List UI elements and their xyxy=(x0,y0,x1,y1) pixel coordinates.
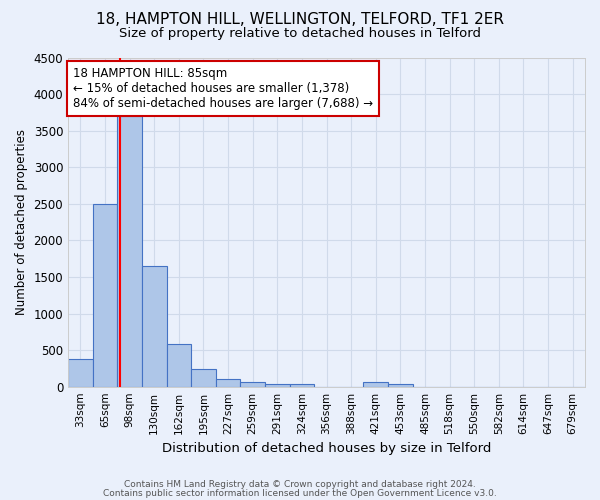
Bar xyxy=(388,384,413,386)
Bar xyxy=(167,344,191,387)
Bar xyxy=(265,384,290,386)
Bar xyxy=(364,382,388,386)
Bar xyxy=(241,382,265,386)
Bar xyxy=(191,369,216,386)
Text: Contains HM Land Registry data © Crown copyright and database right 2024.: Contains HM Land Registry data © Crown c… xyxy=(124,480,476,489)
Bar xyxy=(216,378,241,386)
Bar xyxy=(117,116,142,386)
Text: Size of property relative to detached houses in Telford: Size of property relative to detached ho… xyxy=(119,28,481,40)
Bar xyxy=(92,204,117,386)
Text: 18 HAMPTON HILL: 85sqm
← 15% of detached houses are smaller (1,378)
84% of semi-: 18 HAMPTON HILL: 85sqm ← 15% of detached… xyxy=(73,68,373,110)
Text: 18, HAMPTON HILL, WELLINGTON, TELFORD, TF1 2ER: 18, HAMPTON HILL, WELLINGTON, TELFORD, T… xyxy=(96,12,504,28)
Bar xyxy=(142,266,167,386)
Bar xyxy=(68,359,92,386)
Text: Contains public sector information licensed under the Open Government Licence v3: Contains public sector information licen… xyxy=(103,488,497,498)
Bar xyxy=(290,384,314,386)
X-axis label: Distribution of detached houses by size in Telford: Distribution of detached houses by size … xyxy=(162,442,491,455)
Y-axis label: Number of detached properties: Number of detached properties xyxy=(15,129,28,315)
